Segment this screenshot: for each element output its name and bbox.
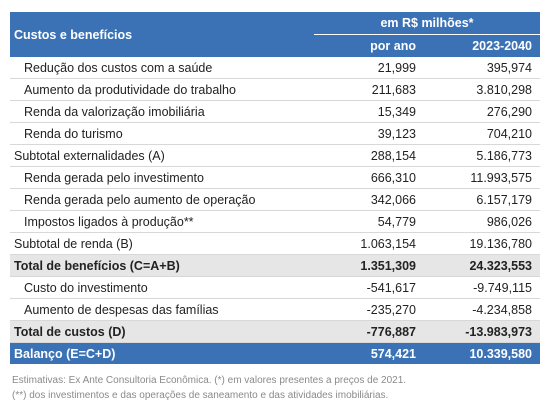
cell-value: 5.186,773 xyxy=(424,144,540,167)
cell-value: -9.749,115 xyxy=(424,276,540,299)
cell-value: 3.810,298 xyxy=(424,78,540,101)
table-row: Custo do investimento -541,617 -9.749,115 xyxy=(10,276,540,299)
row-label: Subtotal externalidades (A) xyxy=(10,144,314,167)
header-row: Custos e benefícios em R$ milhões* xyxy=(10,12,540,57)
cell-value: -541,617 xyxy=(314,276,424,299)
row-label: Renda gerada pelo aumento de operação xyxy=(10,188,314,211)
cell-value: 15,349 xyxy=(314,100,424,123)
row-label: Aumento de despesas das famílias xyxy=(10,298,314,321)
table-row: Aumento de despesas das famílias -235,270… xyxy=(10,298,540,321)
row-label: Aumento da produtividade do trabalho xyxy=(10,78,314,101)
cell-value: -13.983,973 xyxy=(424,320,540,343)
row-label: Renda do turismo xyxy=(10,122,314,145)
cell-value: -235,270 xyxy=(314,298,424,321)
cell-value: 11.993,575 xyxy=(424,166,540,189)
cell-value: -4.234,858 xyxy=(424,298,540,321)
row-label: Impostos ligados à produção** xyxy=(10,210,314,233)
cell-value: 10.339,580 xyxy=(424,342,540,364)
cell-value: 19.136,780 xyxy=(424,232,540,255)
header-unit: em R$ milhões* xyxy=(314,12,540,35)
table-row: Renda da valorização imobiliária 15,349 27… xyxy=(10,100,540,123)
row-label: Renda gerada pelo investimento xyxy=(10,166,314,189)
table-wrap: Custos e benefícios em R$ milhões* por a… xyxy=(10,12,540,364)
row-label: Redução dos custos com a saúde xyxy=(10,57,314,79)
cell-value: 24.323,553 xyxy=(424,254,540,277)
cell-value: 6.157,179 xyxy=(424,188,540,211)
cell-value: 39,123 xyxy=(314,122,424,145)
header-column: por ano xyxy=(314,34,424,57)
row-label: Renda da valorização imobiliária xyxy=(10,100,314,123)
cell-value: 666,310 xyxy=(314,166,424,189)
table-row: Total de benefícios (C=A+B) 1.351,309 24.3… xyxy=(10,254,540,277)
cell-value: 54,779 xyxy=(314,210,424,233)
cell-value: 342,066 xyxy=(314,188,424,211)
header-column: 2023-2040 xyxy=(424,34,540,57)
table-row: Redução dos custos com a saúde 21,999 395,… xyxy=(10,57,540,79)
table-row: Renda gerada pelo investimento 666,310 11.… xyxy=(10,166,540,189)
row-label: Subtotal de renda (B) xyxy=(10,232,314,255)
table: Custos e benefícios em R$ milhões* por a… xyxy=(10,12,540,364)
table-row: Aumento da produtividade do trabalho 211,… xyxy=(10,78,540,101)
table-row: Renda gerada pelo aumento de operação 342… xyxy=(10,188,540,211)
row-label: Custo do investimento xyxy=(10,276,314,299)
table-row: Subtotal externalidades (A) 288,154 5.186,… xyxy=(10,144,540,167)
table-row: Balanço (E=C+D) 574,421 10.339,580 xyxy=(10,342,540,364)
header-label: Custos e benefícios xyxy=(10,12,314,57)
cell-value: 1.351,309 xyxy=(314,254,424,277)
cell-value: 704,210 xyxy=(424,122,540,145)
note: (**) dos investimentos e das operações d… xyxy=(12,390,389,401)
row-label: Total de benefícios (C=A+B) xyxy=(10,254,314,277)
row-label: Balanço (E=C+D) xyxy=(10,342,314,364)
cell-value: -776,887 xyxy=(314,320,424,343)
row-label: Total de custos (D) xyxy=(10,320,314,343)
table-row: Renda do turismo 39,123 704,210 xyxy=(10,122,540,145)
cell-value: 395,974 xyxy=(424,57,540,79)
table-body: Redução dos custos com a saúde 21,999 395,… xyxy=(10,57,540,364)
table-row: Total de custos (D) -776,887 -13.983,973 xyxy=(10,320,540,343)
cell-value: 21,999 xyxy=(314,57,424,79)
note: Estimativas: Ex Ante Consultoria Econômi… xyxy=(12,375,407,386)
header-row: por ano 2023-2040 xyxy=(10,34,540,57)
cell-value: 574,421 xyxy=(314,342,424,364)
table-row: Impostos ligados à produção** 54,779 986,0… xyxy=(10,210,540,233)
table-row: Subtotal de renda (B) 1.063,154 19.136,780 xyxy=(10,232,540,255)
cell-value: 986,026 xyxy=(424,210,540,233)
cell-value: 276,290 xyxy=(424,100,540,123)
cell-value: 1.063,154 xyxy=(314,232,424,255)
cell-value: 211,683 xyxy=(314,78,424,101)
cell-value: 288,154 xyxy=(314,144,424,167)
